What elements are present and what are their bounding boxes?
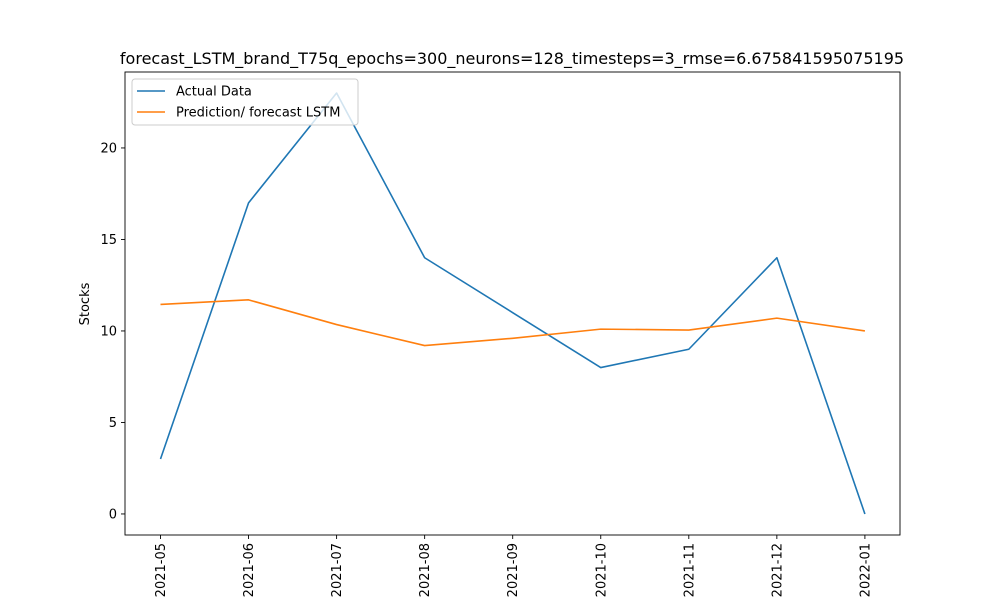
y-axis-label: Stocks [78,282,93,325]
x-tick-label: 2021-07 [330,543,345,597]
plot-area: 0 5 10 15 20 2021-05 2021-06 2021-07 2021-08 2021… [100,71,901,597]
legend-label: Actual Data [176,85,252,100]
x-tick-label: 2021-08 [418,543,433,597]
x-tick-label: 2021-06 [242,543,257,597]
x-tick-label: 2021-11 [682,543,697,597]
x-tick-label: 2021-10 [594,543,609,597]
axes-frame [124,71,901,536]
series-line-1 [160,299,866,347]
y-tick-label: 20 [100,141,117,156]
legend-box [131,78,359,126]
x-tick-label: 2021-05 [154,543,169,597]
y-tick-label: 0 [109,507,117,522]
x-tick-label: 2021-09 [506,543,521,597]
y-tick-label: 10 [100,324,117,339]
y-tick-label: 15 [100,233,117,248]
legend-label: Prediction/ forecast LSTM [176,106,340,121]
y-tick-label: 5 [109,416,117,431]
chart-title: forecast_LSTM_brand_T75q_epochs=300_neur… [120,49,904,69]
x-tick-label: 2021-12 [770,543,785,597]
series-line-0 [159,92,866,515]
x-tick-label: 2022-01 [858,543,873,597]
